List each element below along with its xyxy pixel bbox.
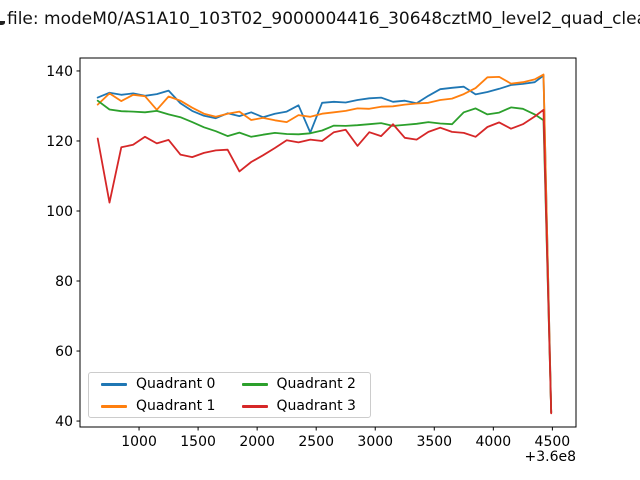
axes-spines [79,57,577,428]
legend-item-quadrant-0: Quadrant 0 [89,376,230,392]
y-tick-label: 100 [46,204,73,220]
series-line-quadrant-3 [96,108,553,415]
legend-line-sample [241,404,268,408]
x-tick-label: 1500 [180,434,216,450]
y-tick-label: 80 [55,274,73,290]
legend-label: Quadrant 1 [136,398,216,414]
legend-line-sample [241,382,268,386]
x-tick-label: 1000 [121,434,157,450]
legend: Quadrant 0 Quadrant 1 Quadrant 2 Quadrant 3 [88,372,371,418]
x-tick-label: 2500 [298,434,334,450]
series-line-quadrant-0 [96,74,553,414]
legend-line-sample [101,382,127,386]
legend-label: Quadrant 3 [276,398,356,414]
y-tick-label: 120 [46,134,73,150]
x-tick-label: 3500 [416,434,452,450]
y-tick-label: 40 [55,414,73,430]
x-tick-label: 2000 [239,434,275,450]
y-tick-label: 140 [46,64,73,80]
x-tick-label: 3000 [357,434,393,450]
legend-item-quadrant-2: Quadrant 2 [230,376,371,392]
legend-item-quadrant-1: Quadrant 1 [89,398,230,414]
x-tick-label: 4000 [476,434,512,450]
series-line-quadrant-1 [96,73,553,414]
clipped-title-fragment [0,21,5,25]
legend-label: Quadrant 0 [136,376,216,392]
x-axis-offset-label: +3.6e8 [524,449,576,465]
chart-title: file: modeM0/AS1A10_103T02_9000004416_30… [7,9,640,29]
legend-label: Quadrant 2 [276,376,356,392]
series-line-quadrant-2 [96,99,553,414]
legend-item-quadrant-3: Quadrant 3 [230,398,371,414]
legend-line-sample [101,404,127,408]
x-tick-label: 4500 [535,434,571,450]
y-tick-label: 60 [55,344,73,360]
